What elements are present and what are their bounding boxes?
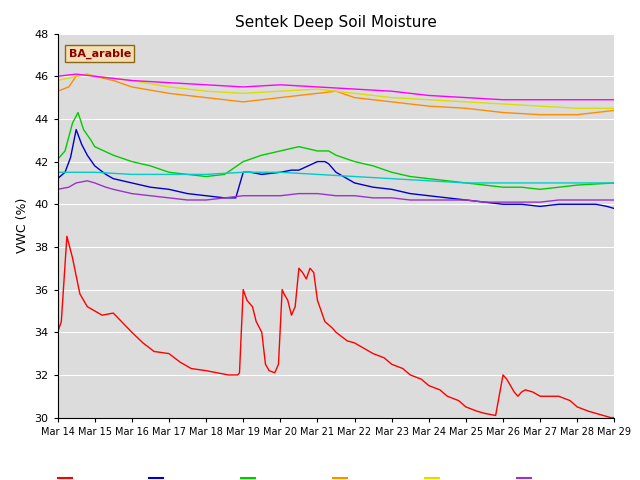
Y-axis label: VWC (%): VWC (%)	[16, 198, 29, 253]
Text: BA_arable: BA_arable	[68, 48, 131, 59]
Title: Sentek Deep Soil Moisture: Sentek Deep Soil Moisture	[235, 15, 437, 30]
